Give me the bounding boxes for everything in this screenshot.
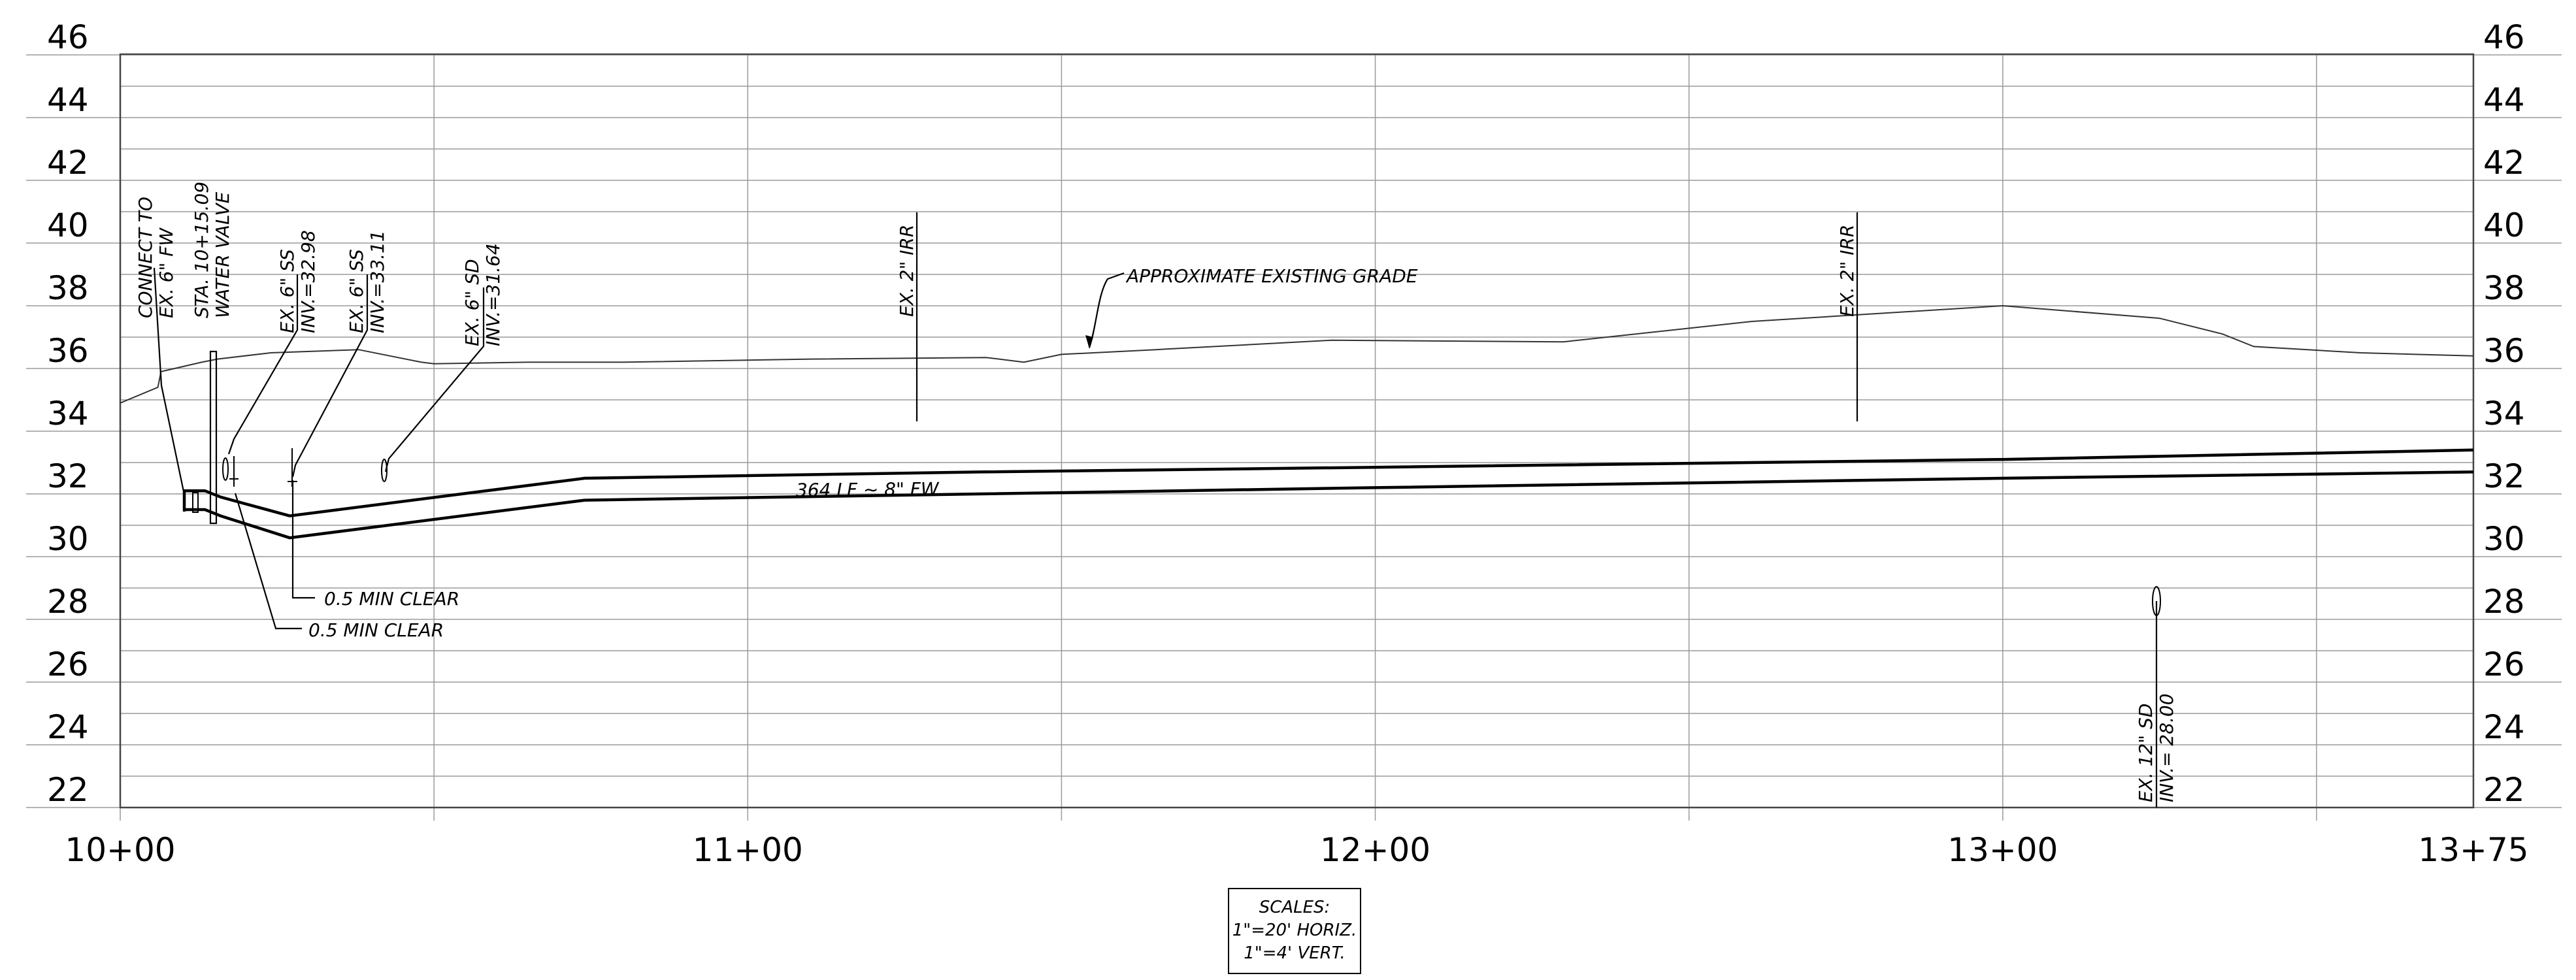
station-label: 12+00 xyxy=(1320,831,1430,869)
elevation-label-left: 40 xyxy=(47,206,89,244)
elevation-label-left: 36 xyxy=(47,332,89,370)
valve-label-line2: WATER VALVE xyxy=(212,191,233,318)
sd2-crossing-symbol xyxy=(2152,586,2161,616)
scale-horizontal: 1"=20' HORIZ. xyxy=(1232,921,1357,940)
sd2-label-line2: INV.= 28.00 xyxy=(2156,693,2177,802)
elevation-label-left: 28 xyxy=(47,583,89,621)
elevation-label-right: 26 xyxy=(2483,645,2525,683)
elevation-label-right: 46 xyxy=(2483,18,2525,56)
station-label: 13+75 xyxy=(2418,831,2528,869)
existing-grade-line xyxy=(120,304,2474,404)
scale-box xyxy=(1228,888,1361,974)
elevation-label-right: 30 xyxy=(2483,520,2525,558)
ss2-leader xyxy=(291,274,369,478)
elevation-label-right: 22 xyxy=(2483,771,2525,809)
clear2-leader xyxy=(234,493,302,630)
station-labels: 10+00 11+00 12+00 13+00 13+75 xyxy=(65,831,2528,869)
clearance-label-1: 0.5 MIN CLEAR xyxy=(324,588,459,610)
station-label: 13+00 xyxy=(1947,831,2058,869)
elevation-label-right: 34 xyxy=(2483,395,2525,433)
pipe-top-line xyxy=(183,448,2474,517)
elevation-label-right: 32 xyxy=(2483,457,2525,495)
elevation-label-left: 30 xyxy=(47,520,89,558)
clearance-label-2: 0.5 MIN CLEAR xyxy=(308,619,444,641)
ss2-label-line2: INV.=33.11 xyxy=(367,230,388,333)
profile-frame xyxy=(119,53,2475,809)
elevation-label-left: 44 xyxy=(47,81,89,119)
scale-vertical: 1"=4' VERT. xyxy=(1244,943,1346,963)
elevation-label-right: 44 xyxy=(2483,81,2525,119)
pipe-bottom-line xyxy=(183,470,2474,540)
elevation-label-right: 40 xyxy=(2483,206,2525,244)
ss1-label-line2: INV.=32.98 xyxy=(297,230,319,333)
elevation-label-right: 38 xyxy=(2483,269,2525,307)
elevation-label-left: 24 xyxy=(47,708,89,746)
connect-label-line2: EX. 6" FW xyxy=(156,227,177,318)
ss1-label-line1: EX. 6" SS xyxy=(276,249,298,333)
elevation-label-left: 46 xyxy=(47,18,89,56)
elevation-label-right: 36 xyxy=(2483,332,2525,370)
elevation-label-left: 34 xyxy=(47,395,89,433)
elevation-labels-left: 46 44 42 40 38 36 34 32 30 28 26 24 22 xyxy=(47,18,89,809)
pipe-label: 364 LF ~ 8" FW xyxy=(796,478,940,501)
irr2-label: EX. 2" IRR xyxy=(1836,225,1858,317)
connect-leader xyxy=(153,267,186,495)
scale-title: SCALES: xyxy=(1259,898,1330,917)
irr1-label: EX. 2" IRR xyxy=(896,225,917,317)
elevation-label-left: 38 xyxy=(47,269,89,307)
elevation-label-left: 32 xyxy=(47,457,89,495)
ss1-crossing-symbol xyxy=(222,457,229,481)
grade-leader-arrowhead xyxy=(1085,335,1093,349)
elevation-labels-right: 46 44 42 40 38 36 34 32 30 28 26 24 22 xyxy=(2483,18,2525,809)
pipe-connection-fitting xyxy=(192,492,199,513)
ss1-leader xyxy=(227,274,299,455)
valve-label-line1: STA. 10+15.09 xyxy=(191,182,212,318)
sd1-crossing-symbol xyxy=(381,459,388,482)
station-label: 11+00 xyxy=(693,831,803,869)
water-valve-symbol xyxy=(209,350,218,525)
grade-leader xyxy=(1088,272,1125,348)
grade-label: APPROXIMATE EXISTING GRADE xyxy=(1125,265,1418,287)
elevation-label-right: 24 xyxy=(2483,708,2525,746)
sd2-label-line1: EX. 12" SD xyxy=(2135,704,2156,802)
ss2-label-line1: EX. 6" SS xyxy=(346,249,367,333)
elevation-label-left: 42 xyxy=(47,144,89,182)
connect-label-line1: CONNECT TO xyxy=(135,197,156,318)
elevation-label-right: 42 xyxy=(2483,144,2525,182)
elevation-label-left: 22 xyxy=(47,771,89,809)
elevation-label-left: 26 xyxy=(47,645,89,683)
sd1-label-line2: INV.=31.64 xyxy=(482,243,504,346)
clear1-leader xyxy=(291,480,315,599)
station-label: 10+00 xyxy=(65,831,175,869)
sd1-label-line1: EX. 6" SD xyxy=(461,259,483,346)
elevation-label-right: 28 xyxy=(2483,583,2525,621)
